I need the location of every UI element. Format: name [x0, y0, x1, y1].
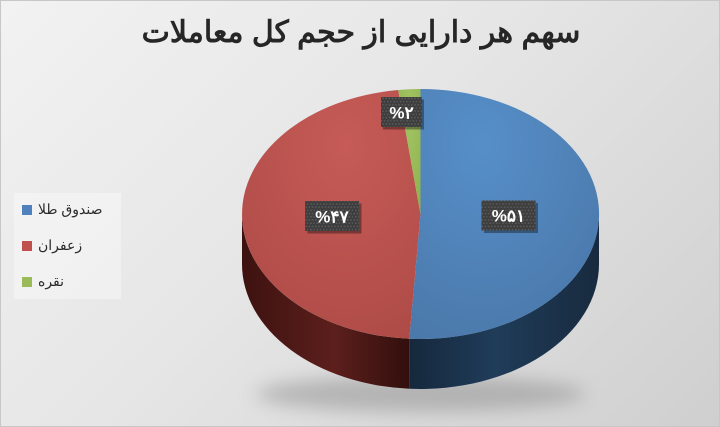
svg-text:%۴۷: %۴۷: [315, 208, 349, 227]
svg-text:%۲: %۲: [389, 104, 413, 123]
svg-text:%۵۱: %۵۱: [492, 207, 525, 226]
